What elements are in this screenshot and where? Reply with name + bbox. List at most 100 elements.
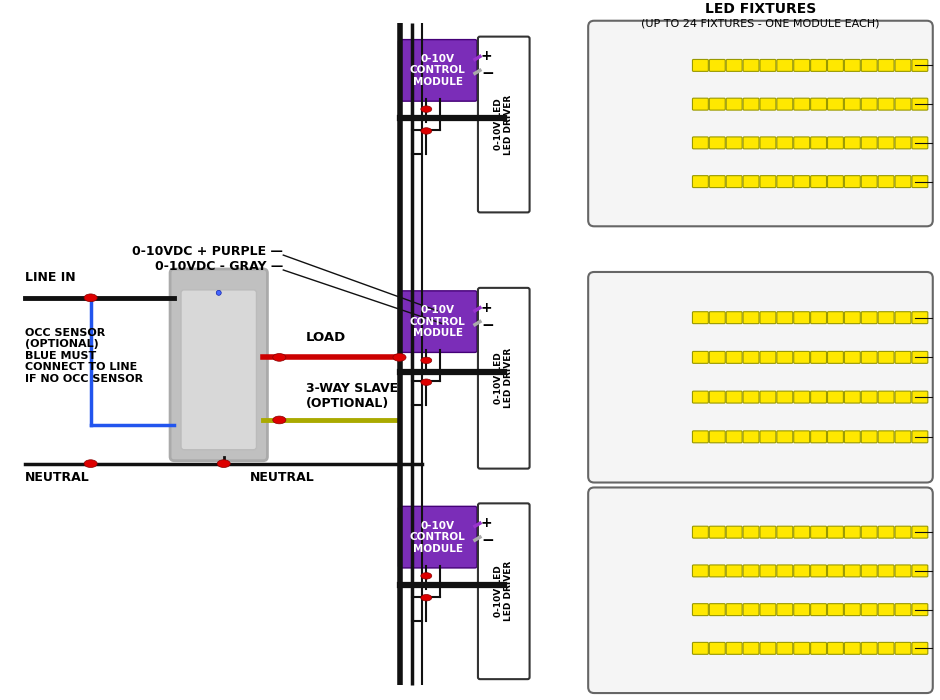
- FancyBboxPatch shape: [810, 391, 826, 403]
- FancyBboxPatch shape: [810, 312, 826, 323]
- FancyBboxPatch shape: [727, 351, 742, 363]
- FancyBboxPatch shape: [760, 643, 776, 654]
- FancyBboxPatch shape: [844, 176, 860, 188]
- Ellipse shape: [273, 416, 286, 423]
- FancyBboxPatch shape: [810, 643, 826, 654]
- FancyBboxPatch shape: [861, 431, 877, 443]
- Text: −: −: [481, 66, 494, 81]
- FancyBboxPatch shape: [844, 312, 860, 323]
- FancyBboxPatch shape: [810, 526, 826, 538]
- FancyBboxPatch shape: [793, 137, 809, 149]
- FancyBboxPatch shape: [878, 60, 894, 71]
- FancyBboxPatch shape: [693, 643, 709, 654]
- FancyBboxPatch shape: [399, 40, 477, 102]
- FancyBboxPatch shape: [895, 526, 911, 538]
- FancyBboxPatch shape: [895, 431, 911, 443]
- FancyBboxPatch shape: [895, 312, 911, 323]
- FancyBboxPatch shape: [710, 98, 726, 110]
- FancyBboxPatch shape: [912, 176, 928, 188]
- FancyBboxPatch shape: [588, 21, 932, 226]
- FancyBboxPatch shape: [895, 60, 911, 71]
- FancyBboxPatch shape: [861, 351, 877, 363]
- Text: +: +: [481, 301, 493, 315]
- FancyBboxPatch shape: [793, 526, 809, 538]
- FancyBboxPatch shape: [478, 36, 529, 212]
- FancyBboxPatch shape: [827, 98, 843, 110]
- Text: +: +: [481, 516, 493, 530]
- FancyBboxPatch shape: [827, 312, 843, 323]
- FancyBboxPatch shape: [710, 351, 726, 363]
- FancyBboxPatch shape: [744, 312, 759, 323]
- FancyBboxPatch shape: [844, 60, 860, 71]
- Text: +: +: [481, 50, 493, 64]
- FancyBboxPatch shape: [827, 137, 843, 149]
- FancyBboxPatch shape: [478, 503, 529, 679]
- FancyBboxPatch shape: [710, 603, 726, 615]
- FancyBboxPatch shape: [827, 60, 843, 71]
- FancyBboxPatch shape: [776, 176, 792, 188]
- FancyBboxPatch shape: [912, 391, 928, 403]
- FancyBboxPatch shape: [912, 98, 928, 110]
- Text: 0-10V
CONTROL
MODULE: 0-10V CONTROL MODULE: [410, 54, 465, 87]
- FancyBboxPatch shape: [776, 391, 792, 403]
- FancyBboxPatch shape: [693, 60, 709, 71]
- FancyBboxPatch shape: [744, 98, 759, 110]
- Text: 3-WAY SLAVE
(OPTIONAL): 3-WAY SLAVE (OPTIONAL): [306, 382, 399, 410]
- FancyBboxPatch shape: [760, 312, 776, 323]
- FancyBboxPatch shape: [760, 98, 776, 110]
- FancyBboxPatch shape: [861, 526, 877, 538]
- FancyBboxPatch shape: [727, 431, 742, 443]
- FancyBboxPatch shape: [170, 269, 267, 461]
- FancyBboxPatch shape: [895, 643, 911, 654]
- Text: 0-10V
CONTROL
MODULE: 0-10V CONTROL MODULE: [410, 305, 465, 338]
- FancyBboxPatch shape: [912, 643, 928, 654]
- FancyBboxPatch shape: [760, 351, 776, 363]
- FancyBboxPatch shape: [878, 565, 894, 577]
- FancyBboxPatch shape: [878, 603, 894, 615]
- FancyBboxPatch shape: [793, 60, 809, 71]
- FancyBboxPatch shape: [744, 526, 759, 538]
- FancyBboxPatch shape: [810, 137, 826, 149]
- FancyBboxPatch shape: [844, 98, 860, 110]
- FancyBboxPatch shape: [844, 643, 860, 654]
- FancyBboxPatch shape: [912, 312, 928, 323]
- FancyBboxPatch shape: [478, 288, 529, 468]
- FancyBboxPatch shape: [760, 137, 776, 149]
- FancyBboxPatch shape: [895, 603, 911, 615]
- FancyBboxPatch shape: [827, 351, 843, 363]
- Ellipse shape: [217, 460, 230, 468]
- Ellipse shape: [421, 379, 431, 386]
- FancyBboxPatch shape: [912, 565, 928, 577]
- FancyBboxPatch shape: [793, 643, 809, 654]
- FancyBboxPatch shape: [710, 137, 726, 149]
- FancyBboxPatch shape: [878, 391, 894, 403]
- FancyBboxPatch shape: [844, 526, 860, 538]
- FancyBboxPatch shape: [827, 526, 843, 538]
- FancyBboxPatch shape: [878, 351, 894, 363]
- FancyBboxPatch shape: [744, 351, 759, 363]
- FancyBboxPatch shape: [181, 290, 257, 449]
- Ellipse shape: [421, 357, 431, 363]
- FancyBboxPatch shape: [727, 60, 742, 71]
- FancyBboxPatch shape: [710, 312, 726, 323]
- FancyBboxPatch shape: [895, 565, 911, 577]
- FancyBboxPatch shape: [776, 431, 792, 443]
- Text: 0-10V LED
LED DRIVER: 0-10V LED LED DRIVER: [494, 561, 513, 622]
- FancyBboxPatch shape: [776, 351, 792, 363]
- FancyBboxPatch shape: [776, 60, 792, 71]
- FancyBboxPatch shape: [793, 391, 809, 403]
- Text: −: −: [481, 318, 494, 332]
- FancyBboxPatch shape: [760, 60, 776, 71]
- FancyBboxPatch shape: [844, 391, 860, 403]
- Text: LINE IN: LINE IN: [25, 271, 76, 284]
- FancyBboxPatch shape: [861, 391, 877, 403]
- Ellipse shape: [84, 460, 97, 468]
- FancyBboxPatch shape: [861, 137, 877, 149]
- FancyBboxPatch shape: [693, 391, 709, 403]
- FancyBboxPatch shape: [776, 98, 792, 110]
- FancyBboxPatch shape: [760, 431, 776, 443]
- FancyBboxPatch shape: [727, 391, 742, 403]
- Ellipse shape: [84, 294, 97, 302]
- FancyBboxPatch shape: [878, 98, 894, 110]
- FancyBboxPatch shape: [895, 351, 911, 363]
